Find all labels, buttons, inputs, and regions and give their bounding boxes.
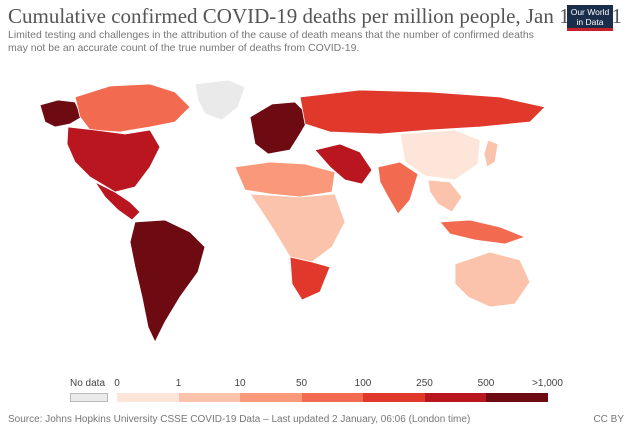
- region-india[interactable]: [377, 161, 419, 215]
- legend-tick-label: >1,000: [532, 378, 563, 389]
- legend-tick-label: 500: [477, 378, 495, 389]
- legend-bin: [424, 393, 486, 402]
- region-south-america[interactable]: [129, 219, 206, 343]
- region-canada[interactable]: [74, 83, 191, 133]
- legend-nodata-swatch: [70, 393, 108, 402]
- region-north-america[interactable]: [66, 126, 161, 193]
- logo-line-2: in Data: [576, 17, 604, 27]
- chart-title: Cumulative confirmed COVID-19 deaths per…: [8, 4, 623, 28]
- legend-bin: [486, 393, 548, 402]
- world-map[interactable]: [0, 72, 638, 372]
- region-central-america[interactable]: [93, 180, 141, 221]
- region-china[interactable]: [399, 129, 481, 181]
- region-australia[interactable]: [454, 251, 531, 308]
- region-europe[interactable]: [249, 101, 311, 155]
- region-south-africa[interactable]: [289, 256, 331, 301]
- region-japan[interactable]: [483, 139, 499, 168]
- legend-nodata-label: No data: [70, 378, 106, 389]
- source-note: Source: Johns Hopkins University CSSE CO…: [8, 414, 471, 425]
- region-north-africa[interactable]: [234, 161, 336, 198]
- region-greenland[interactable]: [194, 79, 246, 121]
- legend-tick-label: 1: [175, 378, 182, 389]
- legend-tick-label: 10: [234, 378, 246, 389]
- legend-bin: [240, 393, 302, 402]
- logo-line-1: Our World: [570, 7, 610, 17]
- legend-bin: [117, 393, 179, 402]
- chart-subtitle: Limited testing and challenges in the at…: [8, 29, 534, 54]
- region-southeast-asia[interactable]: [427, 179, 463, 213]
- legend-bin: [363, 393, 425, 402]
- color-legend: No data 0 1 10 50 100 250 500 >1,000: [70, 378, 570, 408]
- legend-bin: [178, 393, 240, 402]
- legend-tick-label: 100: [354, 378, 372, 389]
- region-central-africa[interactable]: [249, 193, 346, 263]
- region-middle-east[interactable]: [314, 143, 373, 185]
- legend-bins: [117, 393, 548, 402]
- region-indonesia[interactable]: [439, 219, 527, 245]
- legend-tick-label: 250: [416, 378, 433, 389]
- region-alaska[interactable]: [39, 99, 83, 128]
- legend-tick-label: 0: [114, 378, 120, 389]
- license-link[interactable]: CC BY: [593, 414, 624, 425]
- owid-logo[interactable]: Our World in Data: [567, 5, 613, 31]
- logo-bar: [567, 28, 613, 31]
- region-russia[interactable]: [299, 89, 546, 135]
- legend-tick-label: 50: [295, 378, 308, 389]
- legend-bin: [301, 393, 363, 402]
